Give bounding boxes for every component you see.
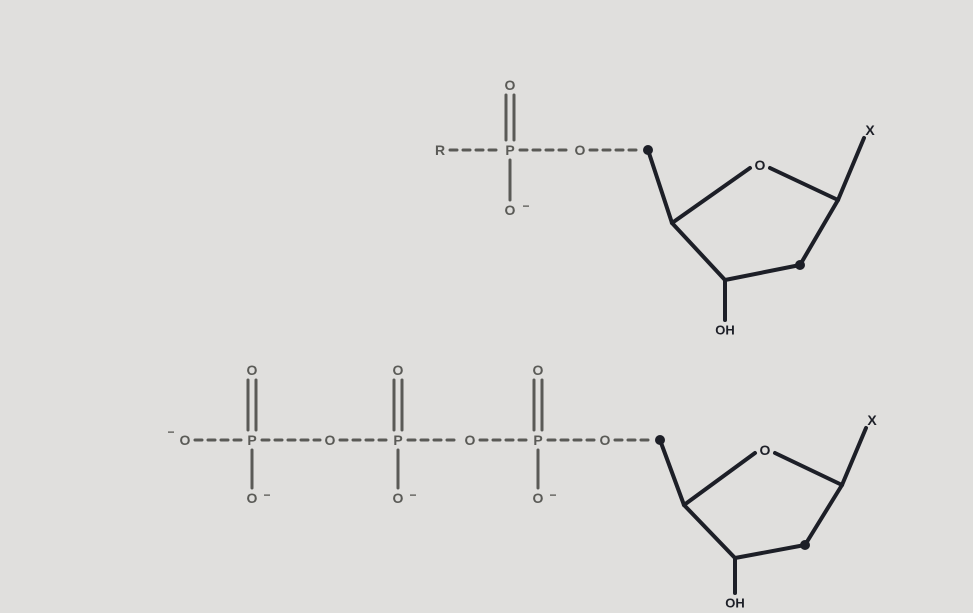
alpha-o-bottom: O: [533, 490, 544, 506]
top-o-top: O: [505, 77, 516, 93]
gamma-o-top: O: [247, 362, 258, 378]
alpha-o-top: O: [533, 362, 544, 378]
bottom-sugar-x: X: [867, 412, 876, 428]
top-o-bottom-charge: −: [522, 199, 529, 213]
top-r-label: R: [435, 142, 445, 158]
top-sugar-x: X: [865, 122, 874, 138]
bottom-sugar-oh: OH: [725, 596, 745, 611]
gamma-p: P: [247, 432, 256, 448]
bond-layer: [0, 0, 973, 613]
beta-o-bottom-charge: −: [409, 488, 416, 502]
gamma-o-left: O: [180, 432, 191, 448]
beta-o-top: O: [393, 362, 404, 378]
top-o-bottom: O: [505, 202, 516, 218]
gamma-o-bottom: O: [247, 490, 258, 506]
bridge2-o: O: [465, 432, 476, 448]
top-p-label: P: [505, 142, 514, 158]
alpha-o-bottom-charge: −: [549, 488, 556, 502]
beta-p: P: [393, 432, 402, 448]
top-sugar-o: O: [755, 157, 766, 173]
alpha-p: P: [533, 432, 542, 448]
alpha-o-right: O: [600, 432, 611, 448]
top-sugar-oh: OH: [715, 323, 735, 338]
top-o-right: O: [575, 142, 586, 158]
molecule-diagram: RPOOO−OXOHO−POO−OPOO−OPOO−OOXOH: [0, 0, 973, 613]
bridge1-o: O: [325, 432, 336, 448]
gamma-o-bottom-charge: −: [263, 488, 270, 502]
beta-o-bottom: O: [393, 490, 404, 506]
gamma-o-left-charge: −: [167, 425, 174, 439]
bottom-sugar-o: O: [760, 442, 771, 458]
